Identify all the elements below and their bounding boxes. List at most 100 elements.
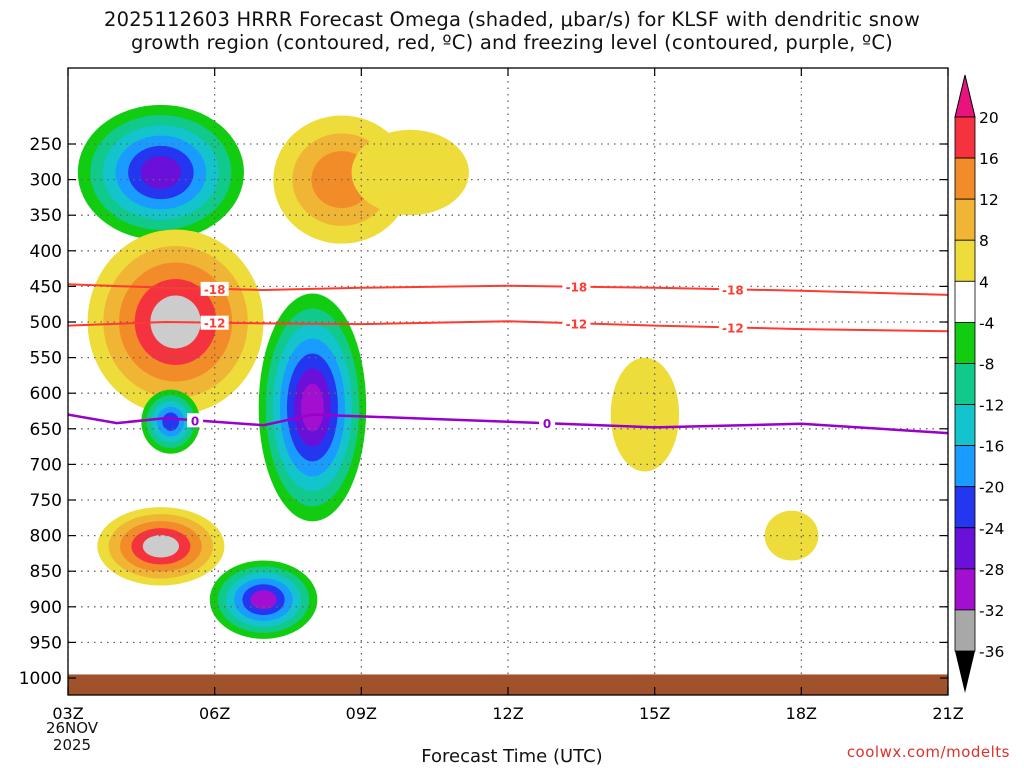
dgz-contour-label: -18	[204, 283, 226, 297]
colorbar-bottom-arrow	[955, 651, 975, 693]
colorbar-bin	[954, 404, 976, 447]
chart-title: 2025112603 HRRR Forecast Omega (shaded, …	[0, 8, 1024, 54]
y-tick-label: 900	[30, 598, 62, 618]
colorbar-label: 16	[979, 150, 999, 168]
omega-region-mid-sink-center	[258, 293, 367, 522]
y-tick-label: 300	[30, 171, 62, 191]
colorbar-bin	[954, 157, 976, 200]
contour-label-bg	[718, 282, 747, 297]
x-date-day: 26NOV	[45, 719, 99, 737]
colorbar-label: -28	[979, 561, 1004, 579]
omega-region-rise-1330z	[610, 357, 680, 472]
omega-level-pos4	[351, 129, 469, 216]
x-tick-label: 15Z	[639, 704, 670, 723]
dgz-contour-line	[68, 320, 948, 333]
colorbar-label: -16	[979, 438, 1004, 456]
colorbar-label: -4	[979, 314, 994, 332]
colorbar-label: -12	[979, 397, 1004, 415]
freezing-level-label: 0	[191, 414, 199, 428]
y-tick-label: 750	[30, 491, 62, 511]
y-tick-label: 800	[30, 527, 62, 547]
y-tick-label: 650	[30, 420, 62, 440]
omega-region-upper-rise-right	[351, 129, 469, 216]
x-tick-label: 03Z	[52, 704, 83, 723]
dgz-contour-label: -18	[722, 283, 744, 297]
omega-level-pos20	[142, 535, 180, 558]
y-tick-label: 600	[30, 384, 62, 404]
x-axis-label: Forecast Time (UTC)	[421, 746, 603, 767]
omega-level-neg28	[301, 383, 324, 432]
contour-label-bg	[200, 281, 229, 296]
freezing-label-bg	[187, 413, 204, 428]
colorbar-bin	[954, 198, 976, 241]
title-line-2: growth region (contoured, red, ºC) and f…	[131, 31, 893, 54]
contour-label-bg	[200, 315, 229, 330]
colorbar-label: -20	[979, 479, 1004, 497]
dgz-contour-line	[68, 283, 948, 296]
colorbar-top-arrow	[954, 74, 976, 118]
dgz-contour-label: -18	[566, 281, 588, 295]
omega-level-pos4	[764, 510, 819, 561]
dgz-contour-label: -12	[722, 321, 744, 335]
x-date-year: 2025	[52, 736, 92, 754]
gridlines	[68, 68, 948, 695]
y-tick-label: 950	[30, 633, 62, 653]
y-tick-label: 1000	[19, 669, 62, 689]
freezing-level-label: 0	[543, 417, 551, 431]
x-tick-label: 21Z	[932, 704, 963, 723]
colorbar-label: 4	[979, 273, 989, 291]
y-tick-label: 700	[30, 455, 62, 475]
colorbar-bin	[954, 363, 976, 405]
x-tick-label: 09Z	[346, 704, 377, 723]
omega-region-small-sink-left	[141, 389, 201, 454]
colorbar-label: -36	[979, 643, 1004, 661]
contour-label-bg	[718, 320, 747, 335]
x-tick-label: 18Z	[786, 704, 817, 723]
colorbar-label: 12	[979, 191, 999, 209]
contour-label-bg	[562, 316, 591, 331]
plot-area: -18 -18 -18 -12 -12 -12 0 0	[68, 68, 948, 695]
colorbar-label: 8	[979, 232, 989, 250]
colorbar-bin	[954, 568, 976, 611]
omega-level-neg24	[140, 156, 182, 189]
contour-label-bg	[562, 279, 591, 294]
colorbar-label: -8	[979, 355, 994, 373]
y-tick-label: 450	[30, 277, 62, 297]
dgz-contour-label: -12	[566, 317, 588, 331]
y-tick-label: 550	[30, 349, 62, 369]
colorbar-label: 20	[979, 109, 999, 127]
omega-level-pos4	[610, 357, 680, 472]
colorbar: 20 16 12 8 4 -4 -8 -12 -16 -20 -24 -28 -32 -36	[954, 74, 1004, 693]
freezing-label-bg	[539, 416, 556, 431]
omega-region-upper-sink-left	[77, 104, 244, 241]
y-tick-label: 500	[30, 313, 62, 333]
y-tick-label: 250	[30, 135, 62, 155]
x-tick-label: 06Z	[199, 704, 230, 723]
y-tick-label: 350	[30, 206, 62, 226]
ground-surface	[68, 674, 948, 695]
y-tick-label: 400	[30, 242, 62, 262]
omega-region-low-sink-center	[209, 560, 318, 639]
omega-level-neg28	[250, 590, 277, 610]
colorbar-bin	[954, 527, 976, 570]
x-axis: 03Z 06Z 09Z 12Z 15Z 18Z 21Z	[52, 68, 964, 723]
colorbar-label: -32	[979, 602, 1004, 620]
colorbar-bin	[954, 609, 976, 652]
omega-region-rise-1630z	[764, 510, 819, 561]
y-axis: 250 300 350 400 450 500 550 600 650 700 750 800 850 9…	[19, 135, 948, 689]
omega-region-low-rise-core	[97, 507, 225, 586]
colorbar-bin	[954, 486, 976, 529]
y-tick-label: 850	[30, 562, 62, 582]
title-line-1: 2025112603 HRRR Forecast Omega (shaded, …	[103, 8, 920, 31]
dgz-contour-label: -12	[204, 317, 226, 331]
colorbar-bin	[954, 280, 976, 323]
colorbar-bin	[954, 239, 976, 282]
colorbar-bin	[954, 321, 976, 364]
x-tick-label: 12Z	[492, 704, 523, 723]
colorbar-bin	[954, 445, 976, 488]
credit-link[interactable]: coolwx.com/modelts	[846, 743, 1010, 761]
colorbar-bin	[954, 116, 976, 159]
omega-level-neg20	[162, 412, 180, 431]
freezing-level-line	[68, 413, 948, 435]
